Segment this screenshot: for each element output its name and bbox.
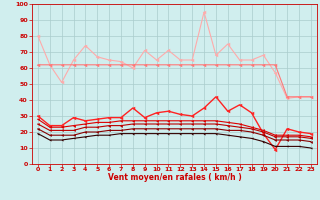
X-axis label: Vent moyen/en rafales ( km/h ): Vent moyen/en rafales ( km/h ) (108, 173, 241, 182)
